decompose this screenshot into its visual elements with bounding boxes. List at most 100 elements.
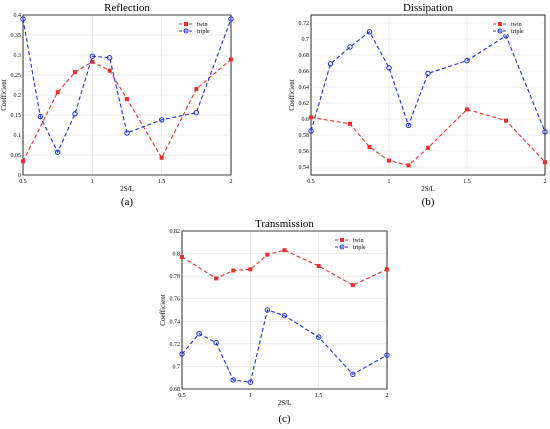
- y-tick-label: 0.56: [299, 149, 310, 155]
- y-tick-label: 0.15: [11, 113, 22, 119]
- series-triple: [179, 307, 390, 385]
- data-point-twin: [282, 248, 287, 253]
- data-point-triple: [196, 331, 202, 337]
- data-point-twin: [543, 160, 547, 165]
- y-axis-label: Coefficient: [0, 79, 8, 110]
- legend-entry-twin: twin: [197, 22, 208, 28]
- chart-panel-3: 0.5 1 1.5 2 0.68 0.7 0.72 0.74 0.76 0.78 0.8 0.82 Tr…: [159, 218, 390, 425]
- data-point-triple: [308, 128, 314, 134]
- data-point-twin: [406, 163, 411, 168]
- y-tick-label: 0.4: [14, 13, 22, 19]
- data-point-triple: [264, 307, 271, 313]
- data-point-triple: [124, 130, 130, 136]
- data-point-triple: [228, 16, 234, 22]
- data-point-triple: [106, 55, 113, 61]
- y-tick-label: 0.25: [11, 73, 22, 79]
- panel-label: (c): [278, 413, 291, 425]
- data-point-twin: [21, 159, 25, 164]
- legend-entry-triple: triple: [511, 29, 524, 35]
- y-tick-label: 0.66: [299, 69, 310, 75]
- data-point-twin: [194, 87, 199, 91]
- data-point-twin: [385, 267, 389, 272]
- legend-marker-twin: [184, 22, 188, 26]
- data-point-triple: [230, 377, 236, 383]
- y-tick-label: 0.8: [173, 252, 181, 258]
- series-twin: [21, 57, 233, 164]
- y-tick-label: 0.68: [299, 53, 310, 59]
- x-tick-label: 1: [388, 179, 391, 185]
- data-point-triple: [158, 117, 165, 123]
- series-line-triple: [181, 309, 388, 383]
- y-tick-label: 0.76: [170, 297, 181, 303]
- legend-marker-triple: [497, 28, 503, 34]
- data-point-twin: [350, 283, 355, 288]
- series-twin: [180, 248, 389, 288]
- data-point-twin: [55, 90, 60, 95]
- data-point-triple: [20, 16, 26, 22]
- x-tick-label: 2: [544, 179, 547, 185]
- data-point-twin: [367, 145, 372, 149]
- plot-border: [310, 14, 546, 176]
- plot-border: [181, 230, 388, 390]
- data-point-triple: [542, 129, 548, 135]
- data-point-triple: [425, 70, 431, 77]
- x-tick-label: 1.5: [315, 393, 323, 399]
- x-tick-label: 0.5: [19, 179, 27, 185]
- data-point-triple: [384, 352, 390, 358]
- chart-panel-2: 0.5 1 1.5 2 0.54 0.56 0.58 0.6 0.62 0.64 0.66 0.68 0…: [288, 2, 548, 208]
- legend-entry-triple: triple: [197, 29, 210, 35]
- chart-title: Dissipation: [403, 2, 454, 14]
- data-point-triple: [247, 379, 254, 385]
- x-tick-label: 0.5: [178, 393, 186, 399]
- y-axis-label: Coefficient: [288, 79, 296, 110]
- data-point-triple: [327, 61, 334, 67]
- y-tick-label: 0.58: [299, 133, 310, 139]
- data-point-triple: [37, 113, 44, 120]
- legend-marker-twin: [340, 238, 344, 242]
- y-tick-label: 0.74: [170, 319, 181, 325]
- y-tick-label: 0.72: [170, 342, 181, 348]
- legend-entry-triple: triple: [353, 245, 366, 251]
- data-point-twin: [214, 276, 219, 281]
- x-tick-label: 0.5: [307, 179, 315, 185]
- data-point-triple: [213, 340, 219, 346]
- data-point-twin: [248, 267, 253, 272]
- x-tick-label: 1.5: [463, 179, 471, 185]
- data-point-twin: [90, 59, 95, 64]
- data-point-twin: [125, 97, 129, 101]
- data-point-twin: [426, 145, 430, 150]
- y-tick-label: 0: [18, 173, 21, 179]
- data-point-triple: [179, 351, 185, 357]
- y-tick-label: 0.6: [302, 117, 310, 123]
- data-point-twin: [229, 57, 233, 62]
- data-point-twin: [348, 121, 352, 126]
- data-point-twin: [73, 70, 77, 75]
- series-line-triple: [310, 30, 546, 133]
- data-point-triple: [366, 29, 373, 35]
- data-point-triple: [193, 109, 200, 116]
- series-line-triple: [22, 18, 232, 154]
- panel-label: (b): [422, 196, 435, 208]
- data-point-triple: [281, 312, 288, 319]
- y-axis-label: Coefficient: [159, 294, 167, 325]
- y-tick-label: 0.54: [299, 165, 310, 171]
- y-tick-label: 0.62: [299, 101, 310, 107]
- data-point-twin: [465, 107, 469, 112]
- panel-label: (a): [121, 196, 134, 208]
- plot-border: [22, 14, 232, 176]
- legend-box: [332, 235, 382, 250]
- legend-entry-twin: twin: [511, 22, 522, 28]
- data-point-triple: [347, 44, 353, 50]
- x-tick-label: 1: [249, 393, 252, 399]
- y-tick-label: 0.68: [170, 387, 181, 393]
- y-tick-label: 0.78: [170, 274, 181, 280]
- y-tick-label: 0.35: [11, 33, 22, 39]
- legend-marker-triple: [183, 28, 189, 34]
- data-point-twin: [231, 268, 236, 273]
- y-tick-label: 0.3: [14, 53, 22, 59]
- y-tick-label: 0.1: [14, 133, 22, 139]
- x-tick-label: 2: [230, 179, 233, 185]
